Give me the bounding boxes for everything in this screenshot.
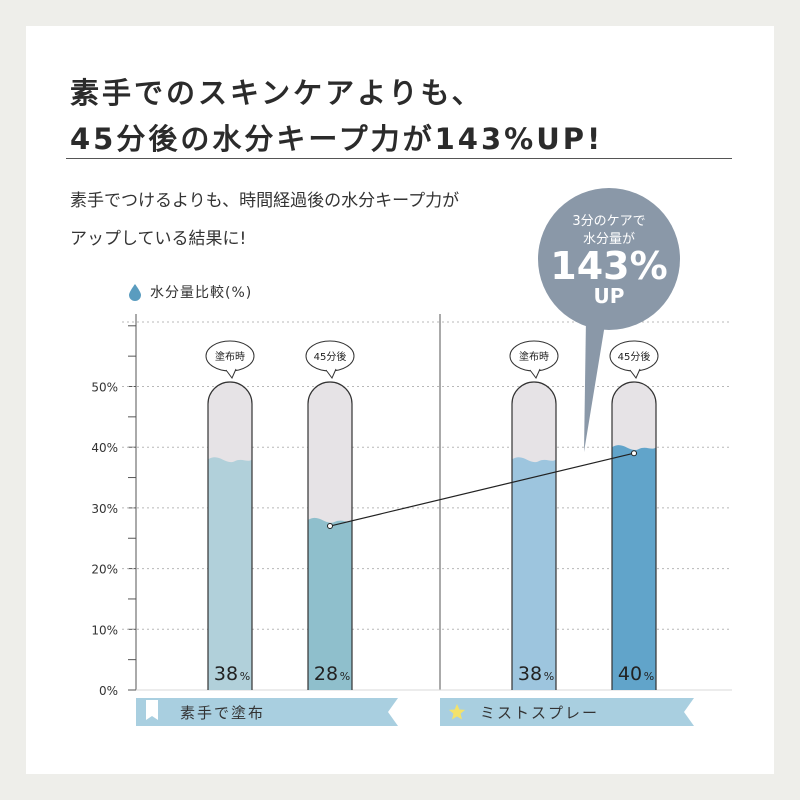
- bar-category-label: 45分後: [618, 350, 651, 363]
- tube-outline: [611, 381, 657, 690]
- category-band-mist-spray: ミストスプレー: [440, 698, 694, 726]
- data-label-unit: %: [644, 670, 654, 683]
- y-tick-label: 10%: [91, 623, 118, 637]
- label-bubble-tail: [325, 368, 337, 379]
- data-label: 28: [314, 663, 338, 685]
- y-axis-title: 水分量比較(%): [128, 282, 252, 302]
- result-callout: 3分のケアで 水分量が 143% UP: [538, 188, 680, 330]
- y-tick-label: 40%: [91, 441, 118, 455]
- label-bubble-tail: [529, 368, 541, 379]
- tube-outline: [307, 381, 353, 690]
- callout-line-1: 3分のケアで: [572, 214, 646, 229]
- callout-pointer: [584, 318, 606, 452]
- callout-line-2: 水分量が: [582, 232, 635, 247]
- data-label-unit: %: [340, 670, 350, 683]
- bar-group: 38 % 塗布時: [205, 340, 255, 690]
- data-label: 38: [518, 663, 542, 685]
- bar-category-label: 塗布時: [519, 350, 549, 363]
- label-bubble-tail: [629, 368, 641, 379]
- star-icon: [448, 703, 466, 720]
- divider: [66, 158, 732, 159]
- callout-value: 143%: [550, 244, 668, 288]
- category-label-mist-spray: ミストスプレー: [480, 703, 600, 722]
- tube-outline: [511, 381, 557, 690]
- category-ribbon-right: [440, 698, 694, 726]
- y-tick-label: 0%: [99, 684, 118, 698]
- bar: [512, 457, 556, 690]
- label-bubble-tail: [225, 368, 237, 379]
- category-band-bare-hands: 素手で塗布: [136, 698, 398, 726]
- data-label: 40: [618, 663, 642, 685]
- y-tick-label: 50%: [91, 381, 118, 395]
- headline-line-2: 45分後の水分キープ力が143%UP!: [70, 122, 604, 156]
- comparison-line: [329, 452, 635, 527]
- bar: [308, 517, 352, 690]
- description-line-1: 素手でつけるよりも、時間経過後の水分キープ力が: [70, 191, 460, 211]
- bubble-tail-cover: [326, 368, 336, 371]
- bubble-tail-cover: [226, 368, 236, 371]
- bar-group: 38 % 塗布時: [509, 340, 559, 690]
- bar-category-label: 45分後: [314, 350, 347, 363]
- comparison-point: [327, 523, 333, 530]
- bar-group: 40 % 45分後: [609, 340, 659, 690]
- y-tick-label: 30%: [91, 502, 118, 516]
- y-tick-label: 20%: [91, 563, 118, 577]
- data-label-unit: %: [544, 670, 554, 683]
- category-ribbon-left: [136, 698, 398, 726]
- bar-category-label: 塗布時: [215, 350, 245, 363]
- water-drop-icon: [129, 284, 141, 301]
- bar: [208, 457, 252, 690]
- bar-group: 28 % 45分後: [305, 340, 355, 690]
- y-axis-label: 水分量比較(%): [150, 285, 253, 301]
- data-label: 38: [214, 663, 238, 685]
- tube-outline: [207, 381, 253, 690]
- headline-line-1: 素手でのスキンケアよりも、: [70, 76, 484, 110]
- bar: [612, 445, 656, 690]
- comparison-point: [631, 450, 637, 457]
- description-line-2: アップしている結果に!: [70, 229, 247, 249]
- category-label-bare-hands: 素手で塗布: [180, 703, 266, 722]
- callout-suffix: UP: [593, 284, 625, 308]
- bubble-tail-cover: [530, 368, 540, 371]
- data-label-unit: %: [240, 670, 250, 683]
- bubble-tail-cover: [630, 368, 640, 371]
